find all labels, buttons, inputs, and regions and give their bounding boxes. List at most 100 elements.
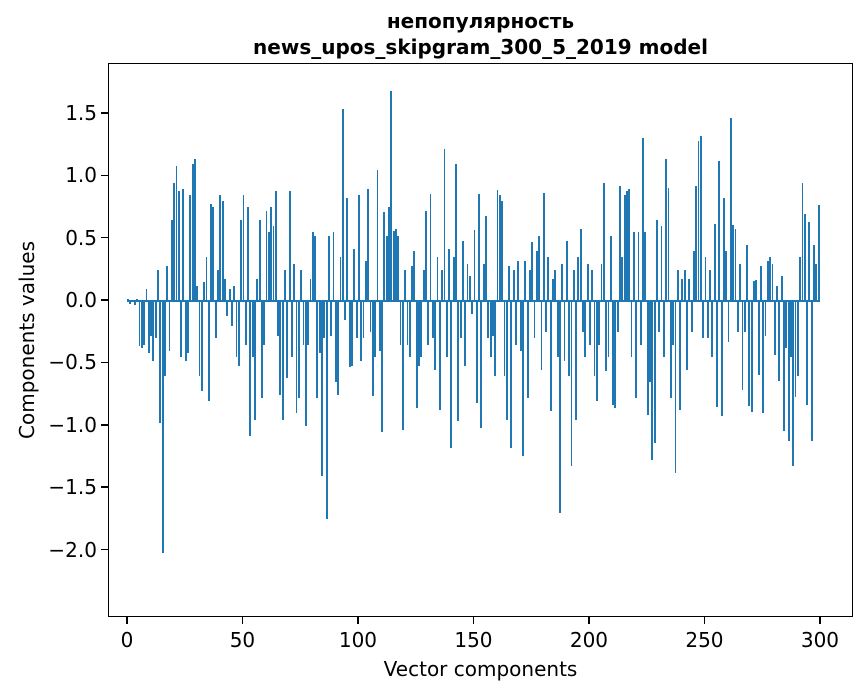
bar	[152, 301, 155, 361]
bar	[270, 207, 273, 302]
bar	[535, 251, 538, 302]
bar	[739, 263, 742, 302]
y-tick-label: −1.5	[48, 475, 97, 500]
bar	[619, 186, 621, 302]
bar	[394, 228, 397, 302]
bar	[360, 301, 363, 361]
bar	[281, 301, 284, 420]
bar	[614, 301, 617, 409]
bar	[154, 301, 157, 339]
x-tick-mark	[588, 617, 590, 624]
bar	[214, 301, 217, 339]
bar	[679, 301, 681, 410]
y-tick-label: 0.0	[65, 288, 97, 313]
bar	[665, 158, 668, 302]
bar	[318, 301, 321, 354]
bar	[459, 301, 462, 339]
y-tick-label: 1.0	[65, 163, 97, 188]
bar	[344, 301, 346, 320]
bar	[524, 261, 527, 302]
y-tick-label: −0.5	[48, 350, 97, 375]
bar	[263, 301, 266, 345]
bar	[586, 263, 589, 302]
y-tick-label: −2.0	[48, 537, 97, 562]
bar	[166, 266, 169, 302]
bar	[489, 301, 492, 358]
bar	[279, 301, 282, 395]
bar	[561, 263, 564, 302]
bar	[810, 301, 813, 441]
bar	[720, 301, 723, 416]
bar	[328, 236, 330, 302]
bar	[794, 301, 797, 398]
bar	[646, 301, 649, 415]
x-axis-label: Vector components	[383, 657, 578, 681]
bar	[316, 301, 319, 399]
x-tick-mark	[472, 617, 475, 624]
bar	[187, 301, 189, 354]
bar	[600, 263, 603, 302]
bar	[411, 266, 413, 302]
bar	[806, 301, 809, 405]
bar	[729, 117, 732, 302]
bar	[288, 191, 291, 302]
bar	[277, 301, 279, 336]
bar	[487, 301, 490, 339]
bar	[138, 301, 141, 346]
bar	[598, 301, 601, 345]
bar	[616, 301, 619, 333]
bar	[512, 269, 515, 302]
bar	[330, 301, 333, 336]
bar	[482, 263, 485, 302]
y-tick-mark	[101, 361, 108, 364]
bar	[297, 301, 300, 399]
bar	[300, 269, 303, 302]
bar	[494, 301, 497, 376]
bar	[272, 226, 275, 302]
bar	[510, 301, 513, 449]
bar	[140, 301, 143, 349]
bar	[175, 166, 178, 302]
bar	[681, 278, 684, 302]
bar	[651, 301, 654, 460]
bar	[226, 301, 229, 317]
bar	[628, 188, 631, 302]
bar	[690, 301, 693, 333]
bar	[145, 288, 148, 302]
bar	[485, 216, 487, 302]
bar	[422, 269, 425, 302]
bar	[205, 257, 208, 302]
bar	[445, 301, 448, 358]
bar	[127, 298, 129, 302]
bar	[210, 203, 213, 302]
bar	[180, 301, 182, 358]
bar	[766, 261, 769, 302]
bar	[556, 301, 559, 358]
bar	[418, 301, 420, 366]
bar	[732, 224, 735, 302]
bars	[109, 64, 852, 616]
bar	[503, 301, 506, 376]
bar	[593, 301, 596, 376]
bar	[709, 269, 711, 302]
bar	[163, 301, 166, 376]
bar	[568, 301, 571, 376]
bar	[517, 261, 520, 302]
bar	[727, 301, 730, 343]
bar	[630, 301, 633, 358]
y-tick-mark	[101, 548, 108, 551]
bar	[161, 301, 164, 554]
bar	[609, 236, 612, 302]
bar	[660, 226, 663, 302]
bar	[399, 301, 402, 345]
bar	[311, 232, 314, 302]
bar	[584, 301, 587, 358]
bar	[184, 301, 187, 361]
bar	[242, 195, 245, 302]
x-tick-label: 50	[229, 628, 256, 652]
chart-title: непопулярность news_upos_skipgram_300_5_…	[108, 8, 853, 60]
bar	[429, 193, 432, 302]
bar	[591, 269, 594, 302]
bar	[334, 301, 337, 383]
bar	[780, 276, 783, 302]
